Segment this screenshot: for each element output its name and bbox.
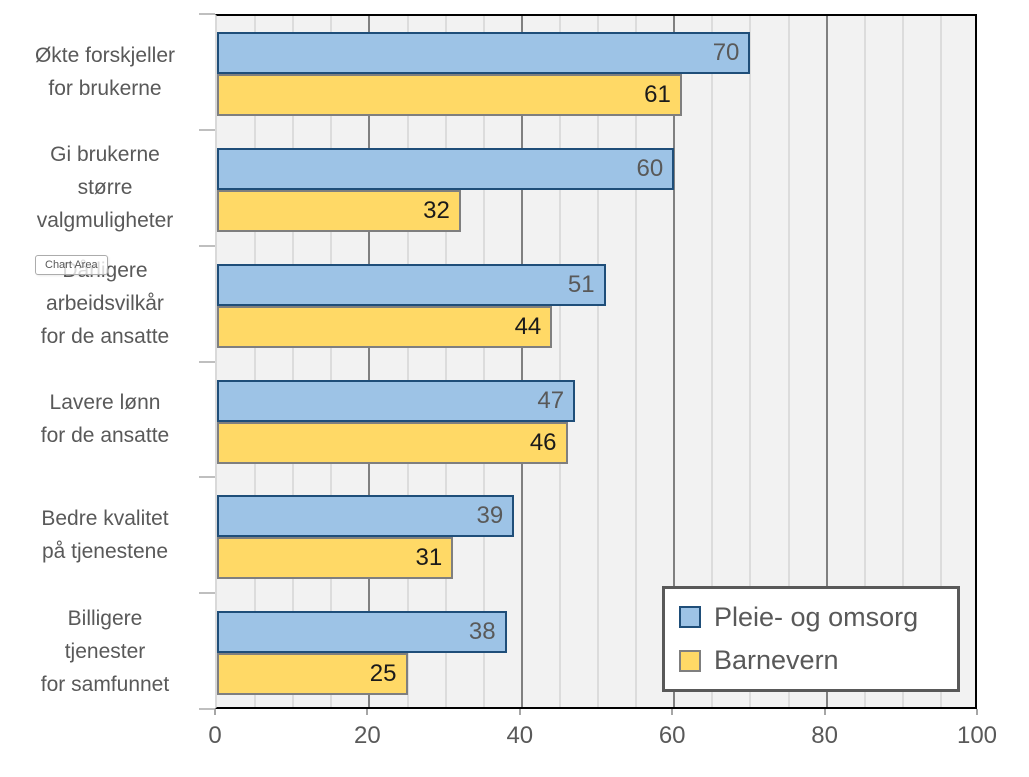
- minor-gridline-45: [558, 16, 561, 707]
- bar-value-label: 44: [514, 312, 542, 340]
- x-axis-label-100: 100: [956, 722, 998, 749]
- x-axis-tick-60: [671, 709, 674, 715]
- legend-swatch-blue-icon: [679, 606, 701, 629]
- category-label-1: Gi brukerne større valgmuligheter: [36, 143, 174, 233]
- y-axis-tick: [199, 128, 215, 131]
- legend-label: Barnevern: [714, 645, 839, 676]
- minor-gridline-10: [292, 16, 295, 707]
- x-axis-tick-100: [976, 709, 978, 715]
- x-axis-label-0: 0: [208, 722, 222, 749]
- x-axis-label-40: 40: [506, 722, 534, 749]
- minor-gridline-30: [444, 16, 447, 707]
- category-label-5: Billigere tjenester for samfunnet: [40, 606, 170, 696]
- minor-gridline-95: [939, 16, 942, 707]
- minor-gridline-75: [787, 16, 790, 707]
- minor-gridline-35: [482, 16, 485, 707]
- bar-barnevern-4[interactable]: 31: [217, 537, 454, 580]
- bar-barnevern-2[interactable]: 44: [217, 305, 553, 348]
- minor-gridline-85: [863, 16, 866, 707]
- y-axis-tick: [199, 592, 215, 595]
- bar-value-label: 61: [644, 81, 671, 108]
- minor-gridline-25: [406, 16, 409, 707]
- major-gridline-40: [520, 16, 523, 707]
- category-band-5: 38 25: [217, 595, 975, 711]
- minor-gridline-15: [330, 16, 333, 707]
- minor-gridline-55: [635, 16, 638, 707]
- plot-area[interactable]: 70 61 60 32 51 44 47 46 39 31 38 25: [215, 14, 977, 709]
- y-axis-tick: [199, 244, 215, 247]
- x-axis-tick-0: [214, 709, 216, 715]
- legend-entry-pleie-og-omsorg[interactable]: Pleie- og omsorg: [679, 602, 957, 633]
- bar-value-label: 46: [529, 428, 557, 456]
- category-label-0: Økte forskjeller for brukerne: [34, 43, 176, 100]
- bar-barnevern-0[interactable]: 61: [217, 74, 682, 116]
- x-axis-label-20: 20: [354, 722, 381, 749]
- y-axis-tick: [199, 13, 215, 15]
- minor-gridline-5: [254, 16, 257, 707]
- major-gridline-60: [673, 16, 676, 707]
- minor-gridline-50: [597, 16, 599, 707]
- bar-value-label: 51: [567, 270, 595, 298]
- category-band-4: 39 31: [217, 479, 975, 595]
- legend-entry-barnevern[interactable]: Barnevern: [679, 645, 957, 676]
- bar-value-label: 25: [369, 660, 397, 688]
- x-axis-tick-40: [518, 709, 521, 715]
- bar-pleie-og-omsorg-3[interactable]: 47: [217, 379, 576, 422]
- bar-pleie-og-omsorg-1[interactable]: 60: [217, 147, 675, 190]
- x-axis-label-80: 80: [811, 722, 838, 749]
- bar-value-label: 60: [636, 154, 664, 182]
- x-axis-tick-80: [823, 709, 826, 715]
- y-axis-tick: [199, 360, 215, 363]
- chart-area-tooltip: Chart Area: [35, 255, 108, 275]
- major-gridline-80: [825, 16, 828, 707]
- bar-pleie-og-omsorg-4[interactable]: 39: [217, 495, 515, 538]
- y-axis-tick: [199, 708, 215, 710]
- x-axis-tick-20: [366, 709, 369, 715]
- y-axis-tick: [199, 476, 215, 479]
- x-axis-label-60: 60: [658, 722, 686, 749]
- legend-label: Pleie- og omsorg: [714, 601, 919, 632]
- category-label-3: Lavere lønn for de ansatte: [40, 391, 170, 448]
- bar-value-label: 39: [476, 502, 504, 530]
- category-band-3: 47 46: [217, 364, 975, 480]
- legend[interactable]: Pleie- og omsorg Barnevern: [662, 586, 960, 692]
- bar-barnevern-3[interactable]: 46: [217, 421, 568, 464]
- category-band-0: 70 61: [217, 16, 975, 132]
- minor-gridline-90: [901, 16, 904, 707]
- minor-gridline-70: [749, 16, 752, 707]
- bar-barnevern-5[interactable]: 25: [217, 653, 408, 696]
- major-gridline-20: [368, 16, 371, 707]
- minor-gridline-65: [711, 16, 714, 707]
- category-band-1: 60 32: [217, 132, 975, 248]
- bar-value-label: 38: [468, 618, 496, 646]
- legend-swatch-yellow-icon: [679, 649, 701, 672]
- bar-value-label: 31: [415, 544, 443, 572]
- bar-barnevern-1[interactable]: 32: [217, 189, 461, 232]
- bar-pleie-og-omsorg-0[interactable]: 70: [217, 32, 751, 74]
- category-band-2: 51 44: [217, 248, 975, 364]
- bar-value-label: 70: [712, 39, 740, 66]
- bar-pleie-og-omsorg-2[interactable]: 51: [217, 263, 606, 306]
- bar-value-label: 47: [537, 386, 565, 414]
- bar-value-label: 32: [423, 196, 450, 224]
- bar-pleie-og-omsorg-5[interactable]: 38: [217, 611, 507, 654]
- category-label-4: Bedre kvalitet på tjenestene: [41, 507, 169, 564]
